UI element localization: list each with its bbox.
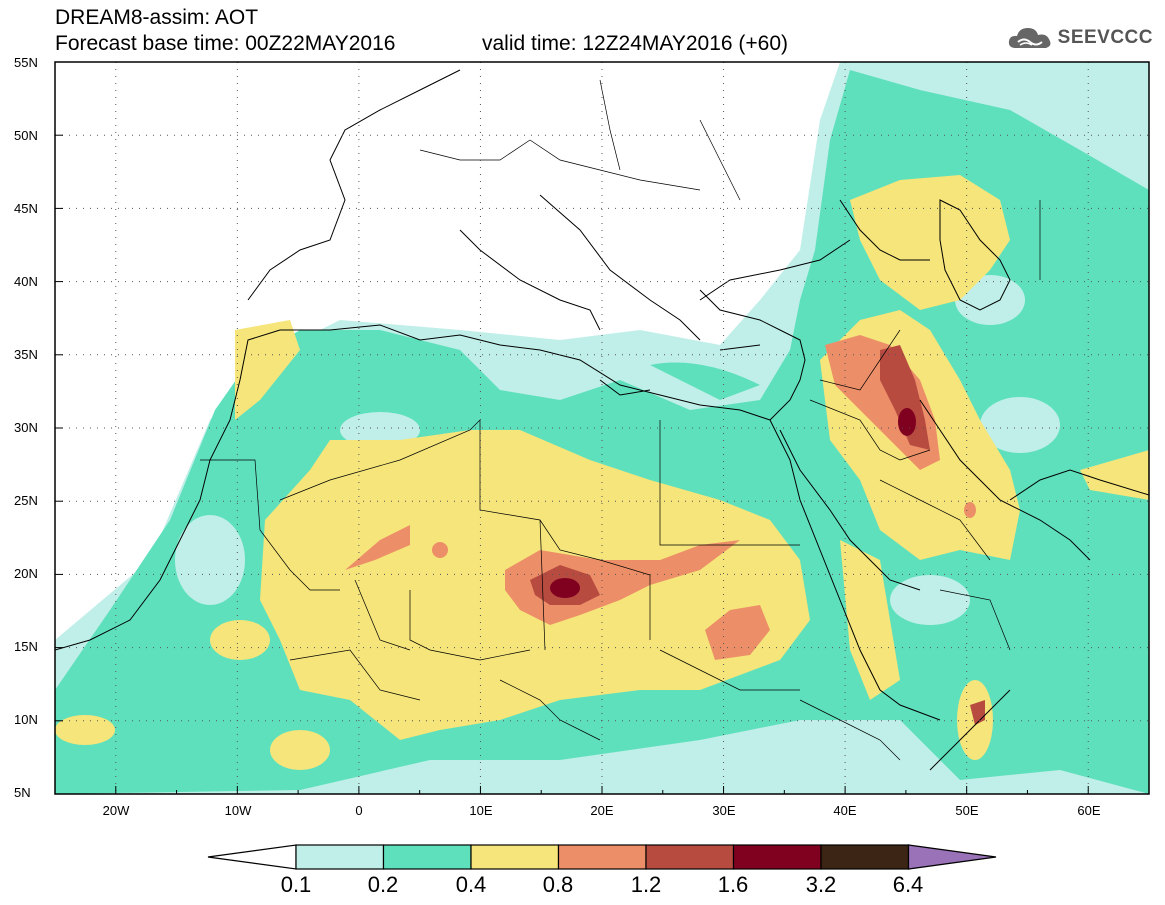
colorbar-label: 1.2 (630, 872, 662, 897)
colorbar-bin-7 (820, 844, 910, 870)
colorbar (207, 844, 997, 870)
lat-label: 15N (14, 639, 38, 654)
axis-ticks (54, 61, 1150, 795)
colorbar-over-arrow (907, 844, 997, 870)
colorbar-bin-4 (557, 844, 647, 870)
lat-label: 20N (14, 566, 38, 581)
lat-label: 10N (14, 712, 38, 727)
colorbar-label: 0.2 (367, 872, 399, 897)
lat-label: 35N (14, 347, 38, 362)
colorbar-label: 3.2 (805, 872, 837, 897)
coastlines (55, 69, 1149, 771)
lon-label: 50E (955, 803, 979, 818)
colorbar-label: 6.4 (892, 872, 924, 897)
colorbar-bin-6 (732, 844, 822, 870)
lat-label: 50N (14, 128, 38, 143)
colorbar-bin-2 (382, 844, 472, 870)
lat-label: 5N (14, 785, 31, 800)
colorbar-under-arrow (207, 844, 297, 870)
country-borders (200, 79, 1041, 761)
cloud-icon (1008, 28, 1051, 48)
graticule (55, 62, 1149, 794)
lat-label: 55N (14, 55, 38, 70)
lon-label: 60E (1077, 803, 1101, 818)
colorbar-label: 1.6 (717, 872, 749, 897)
lon-label: 20E (590, 803, 614, 818)
lat-label: 40N (14, 274, 38, 289)
lat-label: 45N (14, 201, 38, 216)
colorbar-label: 0.1 (280, 872, 312, 897)
lat-label: 30N (14, 420, 38, 435)
lon-label: 40E (833, 803, 857, 818)
colorbar-bin-1 (295, 844, 385, 870)
map-subtitle: Forecast base time: 00Z22MAY2016 valid t… (55, 33, 788, 99)
colorbar-label: 0.8 (542, 872, 574, 897)
colorbar-label: 0.4 (455, 872, 487, 897)
map-title: DREAM8-assim: AOT (55, 6, 259, 29)
aot-contour-1.6 (550, 408, 916, 598)
lon-label: 30E (712, 803, 736, 818)
lon-label: 0 (355, 803, 363, 818)
lon-label: 10W (224, 803, 252, 818)
colorbar-bin-5 (645, 844, 735, 870)
lon-label: 10E (469, 803, 493, 818)
base-time-label: Forecast base time: 00Z22MAY2016 (55, 32, 396, 55)
seevccc-logo: SEEVCCC (1006, 24, 1153, 52)
colorbar-bin-3 (470, 844, 560, 870)
lat-label: 25N (14, 493, 38, 508)
logo-text: SEEVCCC (1057, 27, 1153, 48)
lon-label: 20W (102, 803, 130, 818)
valid-time-label: valid time: 12Z24MAY2016 (+60) (482, 32, 789, 55)
